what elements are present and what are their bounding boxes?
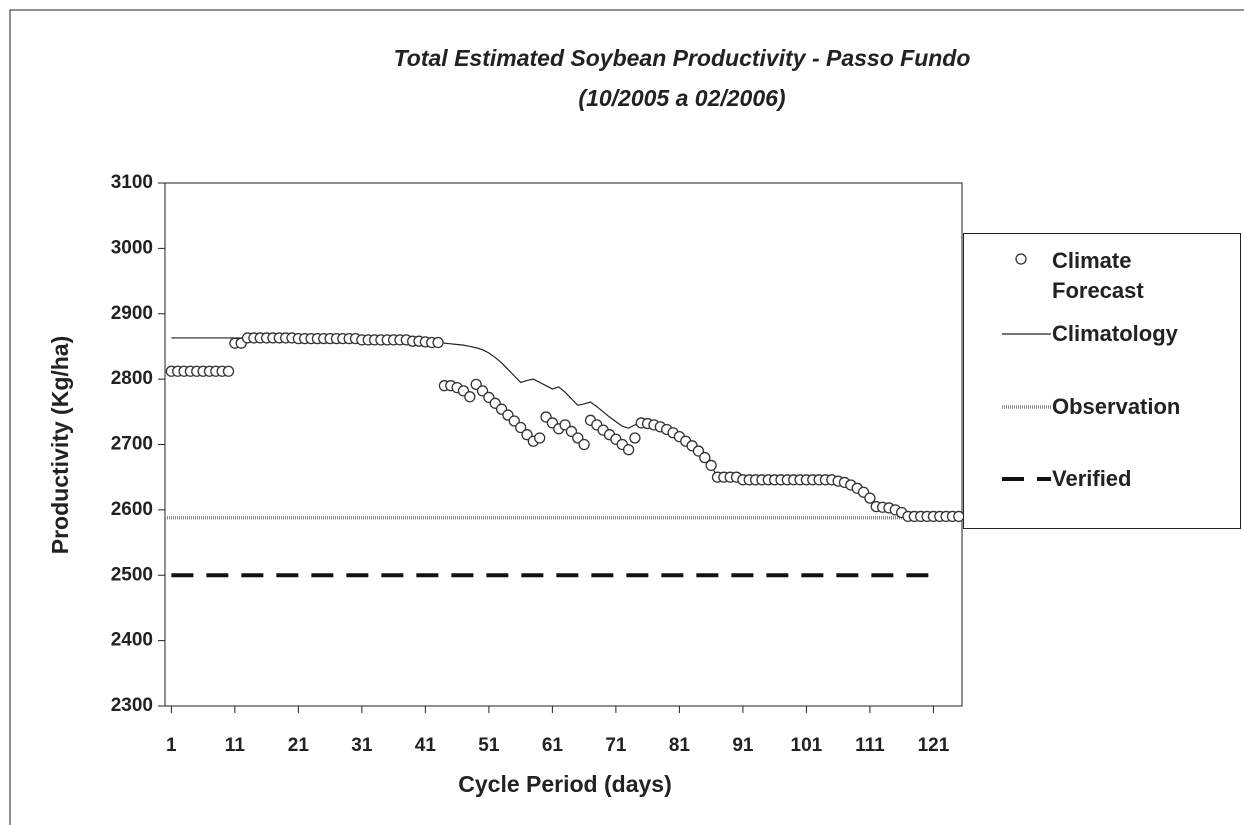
y-tick-label: 2900 [111, 303, 153, 324]
legend: Climate Forecast Climatology Observation Ve… [963, 233, 1241, 529]
legend-item: Climate Forecast [964, 246, 1182, 306]
legend-marker [1015, 253, 1027, 265]
plot-frame [164, 182, 963, 707]
data-point [514, 421, 527, 434]
y-tick-label: 2600 [111, 499, 153, 520]
x-tick-label: 111 [855, 735, 885, 756]
y-axis-label: Productivity (Kg/ha) [47, 336, 73, 555]
legend-symbol [1015, 253, 1027, 265]
legend-item: Climatology [964, 319, 1222, 349]
legend-item: Verified [964, 464, 1222, 494]
legend-symbol [1002, 477, 1051, 481]
data-point [705, 459, 717, 472]
legend-label: Climatology [1052, 321, 1178, 346]
data-point [432, 336, 444, 349]
legend-symbol [1002, 333, 1051, 335]
legend-label: Climate Forecast [1052, 248, 1144, 303]
legend-label: Verified [1052, 466, 1132, 491]
y-tick-label: 2800 [111, 368, 153, 389]
y-tick-label: 3000 [111, 237, 153, 258]
x-tick-label: 51 [478, 735, 500, 756]
x-tick-label: 121 [918, 735, 950, 756]
x-tick-label: 101 [791, 735, 823, 756]
data-point [464, 391, 476, 403]
y-tick-label: 2700 [111, 434, 153, 455]
x-tick-label: 61 [542, 735, 564, 756]
x-tick-label: 91 [732, 735, 754, 756]
x-axis-label: Cycle Period (days) [458, 771, 671, 797]
legend-item: Observation [964, 392, 1222, 422]
chart-subtitle: (10/2005 a 02/2006) [578, 85, 785, 111]
x-tick-label: 41 [415, 735, 437, 756]
chart-title: Total Estimated Soybean Productivity - P… [394, 45, 971, 71]
data-point [864, 492, 876, 504]
chart-border [9, 9, 1244, 825]
data-point [578, 438, 590, 451]
x-tick-label: 1 [166, 735, 177, 756]
y-tick-label: 2300 [111, 695, 153, 716]
data-point [629, 432, 641, 444]
y-tick-label: 2400 [111, 630, 153, 651]
data-point [222, 365, 235, 377]
x-tick-label: 21 [288, 735, 310, 756]
x-tick-label: 11 [225, 735, 246, 756]
legend-label: Observation [1052, 394, 1181, 419]
data-point [534, 432, 546, 444]
data-point [622, 444, 635, 456]
y-tick-label: 2500 [111, 564, 153, 585]
data-point [699, 451, 711, 464]
legend-symbol [1002, 405, 1051, 409]
x-tick-label: 81 [669, 735, 691, 756]
x-tick-label: 71 [605, 735, 627, 756]
x-tick-label: 31 [351, 735, 373, 756]
y-tick-label: 3100 [111, 172, 153, 193]
